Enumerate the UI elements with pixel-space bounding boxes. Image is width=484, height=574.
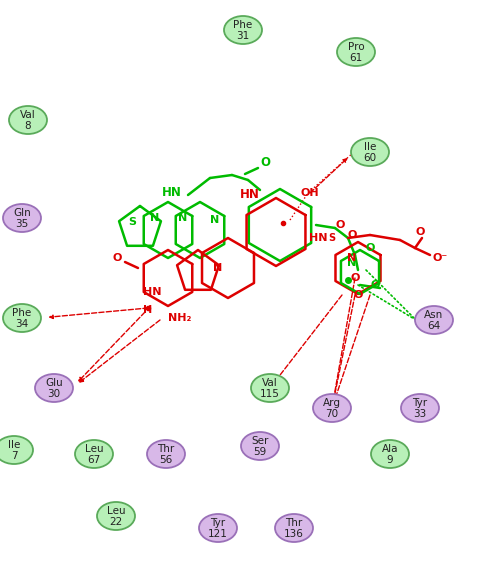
Text: OH: OH: [301, 188, 319, 198]
Text: HN: HN: [240, 188, 260, 201]
Text: 59: 59: [254, 447, 267, 457]
Text: Tyr: Tyr: [412, 398, 427, 408]
Ellipse shape: [351, 138, 389, 166]
Text: S: S: [128, 217, 136, 227]
Ellipse shape: [0, 436, 33, 464]
Text: 60: 60: [363, 153, 377, 163]
Text: Ile: Ile: [364, 142, 376, 152]
Ellipse shape: [401, 394, 439, 422]
Text: Leu: Leu: [106, 506, 125, 516]
Text: S: S: [329, 233, 335, 243]
Text: 115: 115: [260, 389, 280, 399]
Text: HN: HN: [143, 287, 161, 297]
Text: N: N: [213, 263, 223, 273]
Text: 136: 136: [284, 529, 304, 539]
Text: 33: 33: [413, 409, 426, 419]
Text: Leu: Leu: [85, 444, 103, 454]
Text: O: O: [348, 230, 357, 240]
Text: Ser: Ser: [251, 436, 269, 446]
Text: 61: 61: [349, 53, 363, 63]
Ellipse shape: [251, 374, 289, 402]
Ellipse shape: [241, 432, 279, 460]
Text: 70: 70: [325, 409, 339, 419]
Text: Gln: Gln: [13, 208, 31, 218]
Text: 8: 8: [25, 121, 31, 131]
Text: Ile: Ile: [8, 440, 20, 450]
Text: NH₂: NH₂: [168, 313, 192, 323]
Text: 64: 64: [427, 321, 440, 331]
Text: 9: 9: [387, 455, 393, 465]
Text: N: N: [179, 213, 188, 223]
Text: N: N: [348, 258, 357, 268]
Text: Val: Val: [20, 110, 36, 120]
Ellipse shape: [415, 306, 453, 334]
Ellipse shape: [147, 440, 185, 468]
Text: O: O: [350, 273, 360, 283]
Text: Arg: Arg: [323, 398, 341, 408]
Text: O: O: [415, 227, 424, 237]
Text: 67: 67: [88, 455, 101, 465]
Text: Phe: Phe: [13, 308, 31, 318]
Text: O: O: [335, 220, 345, 230]
Text: Thr: Thr: [157, 444, 175, 454]
Ellipse shape: [3, 204, 41, 232]
Text: Glu: Glu: [45, 378, 63, 388]
Text: O: O: [353, 290, 363, 300]
Ellipse shape: [35, 374, 73, 402]
Text: O: O: [112, 253, 121, 263]
Ellipse shape: [224, 16, 262, 44]
Ellipse shape: [75, 440, 113, 468]
Ellipse shape: [199, 514, 237, 542]
Ellipse shape: [313, 394, 351, 422]
Ellipse shape: [97, 502, 135, 530]
Text: Thr: Thr: [286, 518, 302, 528]
Text: O: O: [260, 157, 270, 169]
Text: 7: 7: [11, 451, 17, 461]
Text: Phe: Phe: [233, 20, 253, 30]
Text: N: N: [151, 213, 160, 223]
Text: Ala: Ala: [382, 444, 398, 454]
Text: Val: Val: [262, 378, 278, 388]
Text: O: O: [370, 280, 379, 290]
Ellipse shape: [3, 304, 41, 332]
Text: HN: HN: [162, 187, 182, 200]
Ellipse shape: [9, 106, 47, 134]
Text: H: H: [143, 305, 152, 315]
Text: Tyr: Tyr: [211, 518, 226, 528]
Text: 22: 22: [109, 517, 122, 527]
Text: N: N: [348, 253, 357, 263]
Text: HN: HN: [309, 233, 327, 243]
Ellipse shape: [371, 440, 409, 468]
Text: O⁻: O⁻: [432, 253, 448, 263]
Text: 30: 30: [47, 389, 60, 399]
Text: N: N: [211, 215, 220, 225]
Ellipse shape: [337, 38, 375, 66]
Text: Pro: Pro: [348, 42, 364, 52]
Text: Asn: Asn: [424, 310, 444, 320]
Text: 56: 56: [159, 455, 173, 465]
Text: 34: 34: [15, 319, 29, 329]
Text: 121: 121: [208, 529, 228, 539]
Text: 31: 31: [236, 31, 250, 41]
Text: 35: 35: [15, 219, 29, 229]
Ellipse shape: [275, 514, 313, 542]
Text: O: O: [365, 243, 375, 253]
